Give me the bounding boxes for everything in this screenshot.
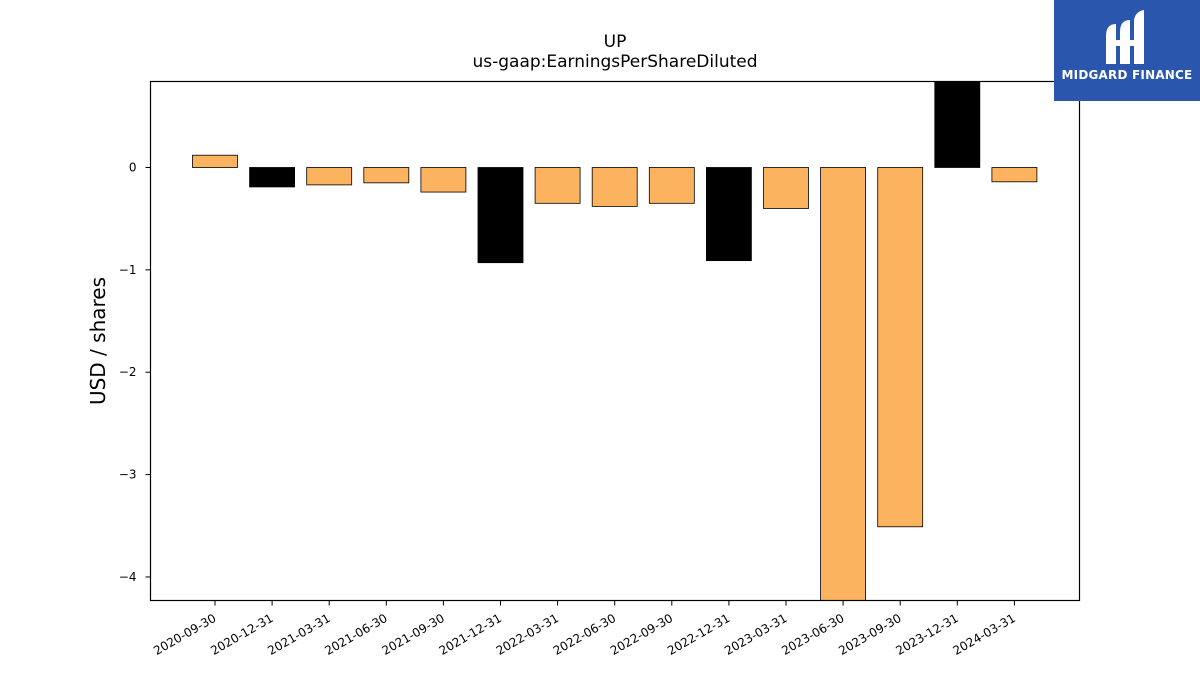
logo-text: MIDGARD FINANCE: [1061, 68, 1193, 82]
bar-2023-09-30: [877, 167, 924, 528]
y-axis-label: USD / shares: [86, 277, 110, 405]
bar-2021-03-31: [306, 167, 353, 186]
x-tick-label: 2022-09-30: [608, 611, 675, 658]
y-tick-label: −4: [119, 570, 137, 584]
x-tick-label: 2023-03-31: [722, 611, 789, 658]
bar-2022-09-30: [648, 167, 695, 204]
x-tick-label: 2022-06-30: [551, 611, 618, 658]
y-tick-label: −1: [119, 263, 137, 277]
midgard-logo-icon: [1106, 10, 1144, 64]
y-tick-label: −2: [119, 365, 137, 379]
x-tick-label: 2020-09-30: [151, 611, 218, 658]
bar-2024-03-31: [991, 167, 1038, 183]
bar-2021-12-31: [477, 167, 524, 264]
midgard-finance-logo: MIDGARD FINANCE: [1054, 0, 1200, 101]
x-tick-label: 2020-12-31: [208, 611, 275, 658]
chart-subtitle: us-gaap:EarningsPerShareDiluted: [472, 52, 758, 72]
x-tick-label: 2023-09-30: [836, 611, 903, 658]
bar-2020-12-31: [249, 167, 296, 188]
y-tick-label: 0: [129, 160, 137, 174]
x-tick-label: 2022-03-31: [494, 611, 561, 658]
bar-2023-12-31: [934, 81, 981, 168]
bar-2022-12-31: [706, 167, 752, 262]
x-tick-label: 2023-06-30: [779, 611, 846, 658]
bar-2023-06-30: [820, 167, 866, 601]
bar-2021-06-30: [363, 167, 410, 184]
x-tick-label: 2024-03-31: [950, 611, 1017, 658]
bar-2022-03-31: [534, 167, 581, 204]
x-tick-label: 2021-03-31: [265, 611, 332, 658]
x-tick-label: 2021-09-30: [379, 611, 446, 658]
y-tick-label: −3: [119, 468, 137, 482]
x-tick-label: 2022-12-31: [665, 611, 732, 658]
bar-2020-09-30: [192, 154, 238, 168]
x-tick-label: 2023-12-31: [893, 611, 960, 658]
x-tick-label: 2021-06-30: [322, 611, 389, 658]
bar-2023-03-31: [763, 167, 809, 209]
chart-title: UP: [603, 32, 627, 52]
x-tick-label: 2021-12-31: [437, 611, 504, 658]
bar-2021-09-30: [420, 167, 467, 193]
bar-2022-06-30: [591, 167, 638, 207]
